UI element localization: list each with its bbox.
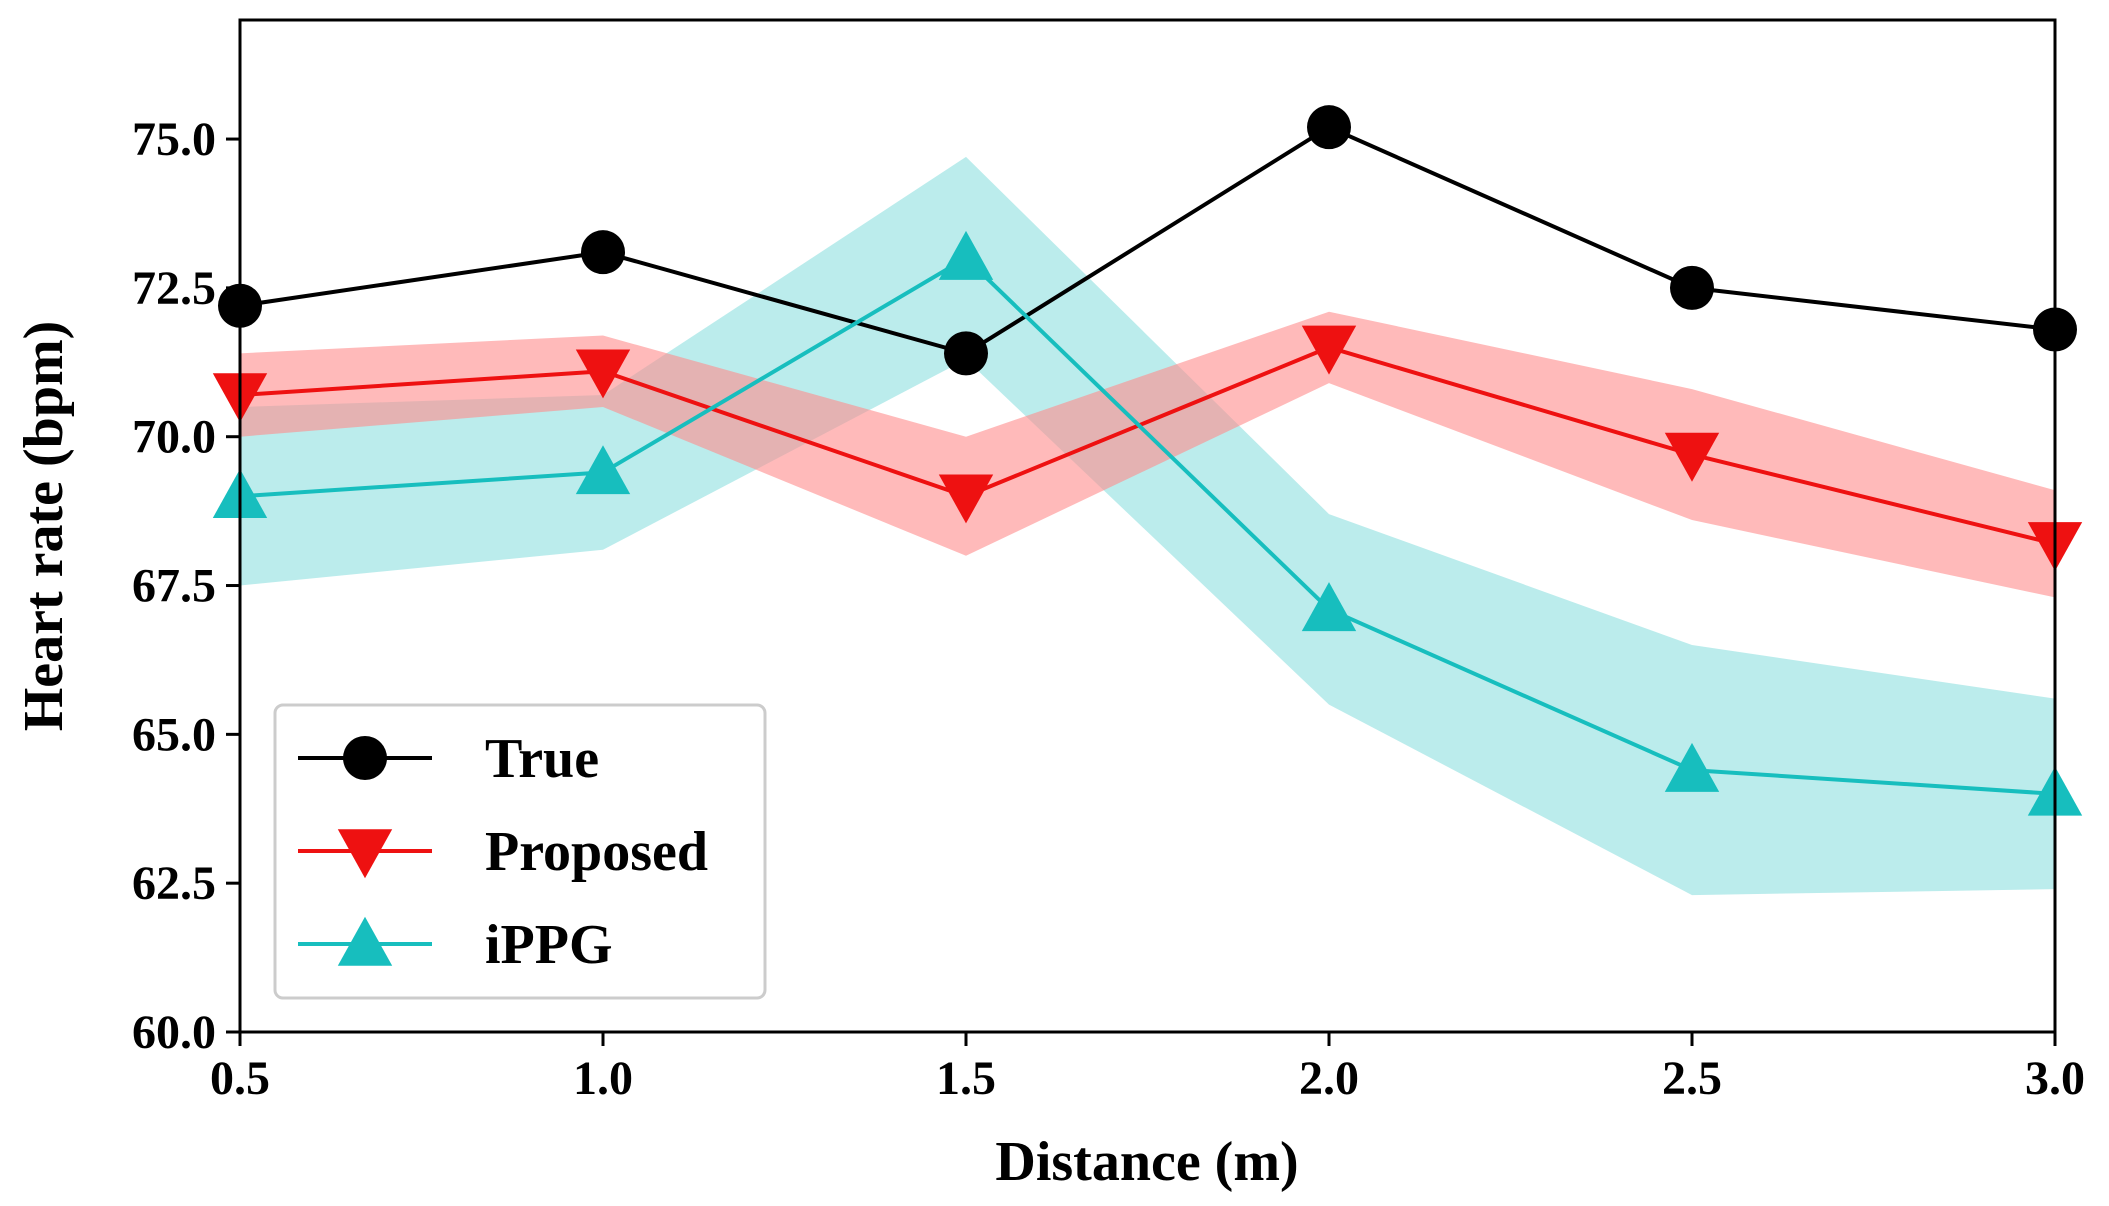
y-tick-label: 62.5 bbox=[132, 857, 216, 910]
point-true-1 bbox=[581, 230, 625, 275]
y-axis: 60.0 62.5 65.0 67.5 70.0 72.5 75.0 bbox=[132, 113, 240, 1059]
y-tick-label: 70.0 bbox=[132, 411, 216, 464]
band-ippg bbox=[240, 156, 2055, 896]
x-tick-label: 3.0 bbox=[2025, 1052, 2085, 1105]
legend-label-true: True bbox=[485, 728, 599, 790]
point-proposed-2 bbox=[938, 474, 994, 524]
legend-label-proposed: Proposed bbox=[485, 821, 708, 883]
x-tick-label: 0.5 bbox=[210, 1052, 270, 1105]
point-ippg-4 bbox=[1664, 742, 1720, 792]
series-lines bbox=[240, 125, 2055, 796]
y-tick-label: 60.0 bbox=[132, 1006, 216, 1059]
y-tick-label: 65.0 bbox=[132, 708, 216, 761]
x-tick-label: 1.0 bbox=[573, 1052, 633, 1105]
confidence-bands bbox=[240, 156, 2055, 896]
point-true-2 bbox=[944, 331, 988, 376]
point-ippg-3 bbox=[1301, 582, 1357, 632]
y-axis-label: Heart rate (bpm) bbox=[13, 321, 75, 732]
line-ippg bbox=[240, 256, 2055, 796]
legend-entry-proposed: Proposed bbox=[298, 821, 708, 883]
band-proposed bbox=[240, 311, 2055, 598]
plot-frame bbox=[238, 18, 2057, 1034]
y-tick-label: 72.5 bbox=[132, 262, 216, 315]
point-true-4 bbox=[1670, 265, 1714, 310]
line-true bbox=[240, 125, 2055, 356]
x-axis: 0.5 1.0 1.5 2.0 2.5 3.0 bbox=[210, 1032, 2085, 1105]
x-tick-label: 2.5 bbox=[1662, 1052, 1722, 1105]
legend-marker-true bbox=[343, 736, 387, 780]
legend-marker-ippg bbox=[337, 916, 393, 966]
legend-box bbox=[273, 703, 767, 1000]
x-axis-label: Distance (m) bbox=[995, 1131, 1298, 1193]
legend-entry-true: True bbox=[298, 728, 599, 790]
x-tick-label: 1.5 bbox=[936, 1052, 996, 1105]
y-tick-label: 67.5 bbox=[132, 560, 216, 613]
point-proposed-1 bbox=[575, 349, 631, 399]
legend-marker-proposed bbox=[337, 829, 393, 879]
point-ippg-1 bbox=[575, 445, 631, 495]
point-ippg-2 bbox=[938, 230, 994, 280]
legend-entry-ippg: iPPG bbox=[298, 914, 613, 976]
legend: True Proposed iPPG bbox=[273, 703, 767, 1000]
point-true-3 bbox=[1307, 105, 1351, 150]
legend-label-ippg: iPPG bbox=[485, 914, 613, 976]
point-proposed-4 bbox=[1664, 432, 1720, 482]
point-proposed-3 bbox=[1301, 325, 1357, 375]
y-tick-label: 75.0 bbox=[132, 113, 216, 166]
line-proposed bbox=[240, 345, 2055, 546]
x-tick-label: 2.0 bbox=[1299, 1052, 1359, 1105]
